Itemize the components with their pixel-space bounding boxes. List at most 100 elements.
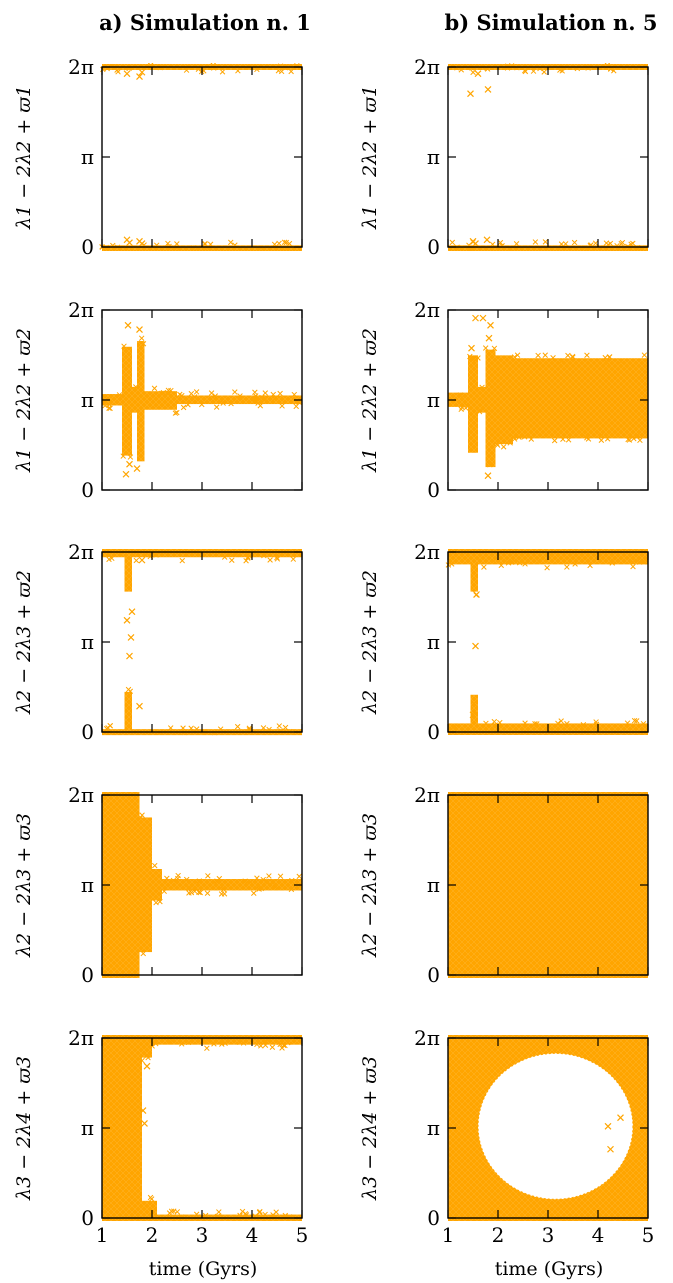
point-marker <box>630 435 637 442</box>
x-tick-label: 4 <box>246 1223 259 1247</box>
outlier-point <box>136 73 143 80</box>
y-tick-label: π <box>81 1116 94 1140</box>
point-marker <box>247 879 254 885</box>
scatter-band-4 <box>142 1200 157 1221</box>
point-marker <box>116 392 123 398</box>
outlier-point <box>607 1145 614 1153</box>
point-marker <box>228 400 234 407</box>
point-marker <box>640 720 647 727</box>
outlier-point <box>138 68 146 76</box>
point-marker <box>260 725 267 731</box>
y-tick-label: 0 <box>81 963 94 987</box>
point-marker <box>633 718 640 724</box>
point-marker <box>178 1041 185 1047</box>
y-tick-label: 2π <box>68 298 94 322</box>
point-marker <box>213 404 220 410</box>
point-marker <box>190 245 197 251</box>
point-marker <box>232 389 238 395</box>
point-marker <box>237 1039 243 1046</box>
panel-b-4: 0 π 2π λ2 − 2λ3 + ϖ3 <box>359 783 649 987</box>
point-marker <box>174 241 180 247</box>
point-marker <box>219 69 226 75</box>
point-marker <box>212 393 219 399</box>
point-marker <box>282 1212 289 1219</box>
scatter-band-3 <box>470 694 478 735</box>
point-marker <box>603 240 610 246</box>
point-marker <box>514 352 521 358</box>
point-marker <box>107 405 113 412</box>
point-marker <box>558 718 564 724</box>
point-marker <box>630 240 636 247</box>
y-tick-label: π <box>427 873 440 897</box>
point-marker <box>174 1209 181 1215</box>
point-marker <box>172 410 179 416</box>
outlier-point <box>127 634 135 641</box>
series-points <box>102 1035 302 1221</box>
point-marker <box>500 444 507 450</box>
series-points <box>99 63 302 251</box>
point-marker <box>196 889 202 896</box>
series-points <box>445 549 648 735</box>
column-title-a: a) Simulation n. 1 <box>99 10 311 35</box>
y-axis-label: λ1 − 2λ2 + ϖ1 <box>359 85 381 230</box>
point-marker <box>290 556 297 562</box>
point-marker <box>528 436 535 442</box>
point-marker <box>179 557 186 564</box>
point-marker <box>479 384 485 391</box>
x-tick-label: 5 <box>642 1223 655 1247</box>
point-marker <box>220 400 226 406</box>
point-marker <box>159 390 165 397</box>
point-marker <box>271 241 278 248</box>
point-marker <box>494 442 501 448</box>
point-marker <box>288 886 295 893</box>
panel-b-1: 0 π 2π λ1 − 2λ2 + ϖ1 <box>359 55 649 259</box>
point-marker <box>542 239 549 245</box>
panel-b-2: 0 π 2π λ1 − 2λ2 + ϖ2 <box>359 298 649 502</box>
point-marker <box>205 873 211 879</box>
point-marker <box>183 551 190 558</box>
point-marker <box>286 240 293 247</box>
point-marker <box>151 385 158 392</box>
point-marker <box>514 65 520 71</box>
y-tick-label: 0 <box>427 1206 440 1230</box>
point-marker <box>152 1040 159 1047</box>
point-marker <box>257 402 264 409</box>
outlier-point <box>467 90 474 98</box>
empty-region <box>478 1053 633 1200</box>
point-marker <box>550 355 556 361</box>
point-marker <box>551 437 558 444</box>
point-marker <box>139 1057 145 1064</box>
point-marker <box>258 885 265 892</box>
point-marker <box>626 437 633 443</box>
scatter-band-5 <box>142 1035 152 1058</box>
outlier-point <box>473 591 480 598</box>
point-marker <box>272 884 279 890</box>
point-marker <box>139 812 145 818</box>
outlier-point <box>472 314 479 322</box>
point-marker <box>604 436 611 442</box>
point-marker <box>625 436 631 443</box>
point-marker <box>289 877 295 884</box>
point-marker <box>270 1212 276 1218</box>
outlier-point <box>139 1107 147 1114</box>
y-tick-label: 2π <box>414 540 440 564</box>
point-marker <box>280 1214 286 1220</box>
outlier-point <box>474 70 482 78</box>
point-marker <box>197 889 204 896</box>
point-marker <box>252 389 258 396</box>
series-points <box>448 314 648 480</box>
point-marker <box>208 390 215 396</box>
y-tick-label: 2π <box>414 1026 440 1050</box>
scatter-band-1 <box>448 245 648 251</box>
outlier-point <box>138 240 146 247</box>
point-marker <box>138 335 145 341</box>
point-marker <box>274 554 280 561</box>
point-marker <box>202 241 209 247</box>
point-marker <box>257 1208 263 1215</box>
plot-frame <box>101 66 303 248</box>
point-marker <box>491 558 497 564</box>
point-marker <box>522 561 528 567</box>
panel-b-3: 0 π 2π λ2 − 2λ3 + ϖ2 <box>359 540 649 744</box>
point-marker <box>131 552 137 558</box>
point-marker <box>580 721 587 728</box>
